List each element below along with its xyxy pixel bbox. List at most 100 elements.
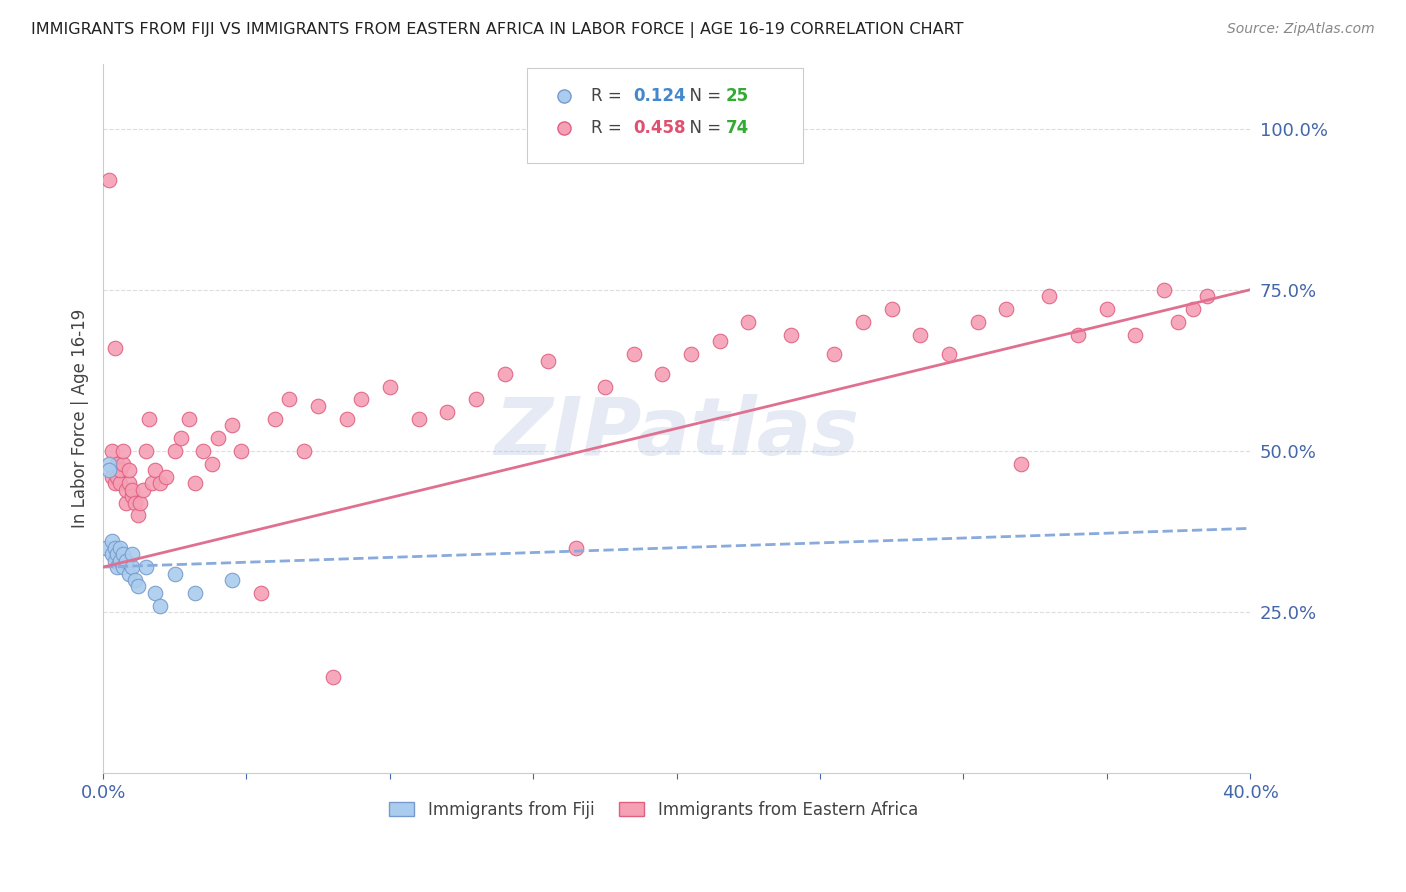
Point xyxy=(104,553,127,567)
Point xyxy=(201,457,224,471)
Point xyxy=(207,431,229,445)
Point xyxy=(115,483,138,497)
Point xyxy=(121,489,143,503)
Point xyxy=(1095,302,1118,317)
Point xyxy=(127,579,149,593)
Point xyxy=(132,483,155,497)
Y-axis label: In Labor Force | Age 16-19: In Labor Force | Age 16-19 xyxy=(72,310,89,528)
Point xyxy=(97,457,120,471)
Point xyxy=(184,586,207,600)
Point xyxy=(307,399,329,413)
Point xyxy=(1195,289,1218,303)
Point xyxy=(155,470,177,484)
Point xyxy=(104,476,127,491)
Point xyxy=(938,347,960,361)
Point xyxy=(112,560,135,574)
Point xyxy=(104,341,127,355)
Point xyxy=(250,586,273,600)
Point xyxy=(679,347,702,361)
Text: 0.124: 0.124 xyxy=(633,87,686,105)
Point xyxy=(107,560,129,574)
Point xyxy=(1167,315,1189,329)
Point xyxy=(436,405,458,419)
Point xyxy=(264,411,287,425)
FancyBboxPatch shape xyxy=(527,68,803,163)
Point xyxy=(124,495,146,509)
Point xyxy=(121,560,143,574)
Point xyxy=(193,444,215,458)
Point xyxy=(321,670,343,684)
Text: Source: ZipAtlas.com: Source: ZipAtlas.com xyxy=(1227,22,1375,37)
Point xyxy=(100,470,122,484)
Point xyxy=(107,547,129,561)
Point xyxy=(118,566,141,581)
Point xyxy=(966,315,988,329)
Point xyxy=(100,444,122,458)
Legend: Immigrants from Fiji, Immigrants from Eastern Africa: Immigrants from Fiji, Immigrants from Ea… xyxy=(382,794,925,825)
Point xyxy=(97,463,120,477)
Point xyxy=(124,573,146,587)
Point xyxy=(169,431,191,445)
Point xyxy=(995,302,1018,317)
Point xyxy=(221,573,243,587)
Point xyxy=(149,599,172,613)
Point xyxy=(100,534,122,549)
Text: 0.458: 0.458 xyxy=(633,119,686,136)
Point xyxy=(112,444,135,458)
Point xyxy=(184,476,207,491)
Point xyxy=(464,392,486,407)
Point xyxy=(852,315,875,329)
Point xyxy=(536,353,558,368)
Point xyxy=(1038,289,1060,303)
Text: IMMIGRANTS FROM FIJI VS IMMIGRANTS FROM EASTERN AFRICA IN LABOR FORCE | AGE 16-1: IMMIGRANTS FROM FIJI VS IMMIGRANTS FROM … xyxy=(31,22,963,38)
Point xyxy=(336,411,359,425)
Point xyxy=(107,470,129,484)
Point xyxy=(135,560,157,574)
Point xyxy=(651,367,673,381)
Point xyxy=(163,566,186,581)
Point xyxy=(494,367,516,381)
Point xyxy=(378,379,401,393)
Point xyxy=(1244,151,1267,165)
Point xyxy=(110,463,132,477)
Point xyxy=(129,495,152,509)
Point xyxy=(780,327,803,342)
Point xyxy=(880,302,903,317)
Point xyxy=(94,541,117,555)
Point xyxy=(118,463,141,477)
Point xyxy=(350,392,373,407)
Point xyxy=(709,334,731,349)
Point xyxy=(1181,302,1204,317)
Point xyxy=(127,508,149,523)
Point xyxy=(97,173,120,187)
Point xyxy=(141,476,163,491)
Point xyxy=(115,495,138,509)
Point xyxy=(110,553,132,567)
Point xyxy=(221,418,243,433)
Point xyxy=(115,553,138,567)
Point xyxy=(100,547,122,561)
Point xyxy=(408,411,430,425)
Point xyxy=(143,463,166,477)
Text: N =: N = xyxy=(679,119,727,136)
Point xyxy=(278,392,301,407)
Point xyxy=(823,347,845,361)
Point xyxy=(107,457,129,471)
Text: ZIPatlas: ZIPatlas xyxy=(494,394,859,472)
Point xyxy=(112,457,135,471)
Text: R =: R = xyxy=(591,119,627,136)
Point xyxy=(565,541,588,555)
Text: 74: 74 xyxy=(725,119,749,136)
Point xyxy=(110,541,132,555)
Point xyxy=(110,476,132,491)
Point xyxy=(112,547,135,561)
Point xyxy=(1153,283,1175,297)
Point xyxy=(121,547,143,561)
Text: 25: 25 xyxy=(725,87,749,105)
Point xyxy=(1244,179,1267,194)
Point xyxy=(292,444,315,458)
Point xyxy=(910,327,932,342)
Point xyxy=(104,541,127,555)
Point xyxy=(121,483,143,497)
Point xyxy=(135,444,157,458)
